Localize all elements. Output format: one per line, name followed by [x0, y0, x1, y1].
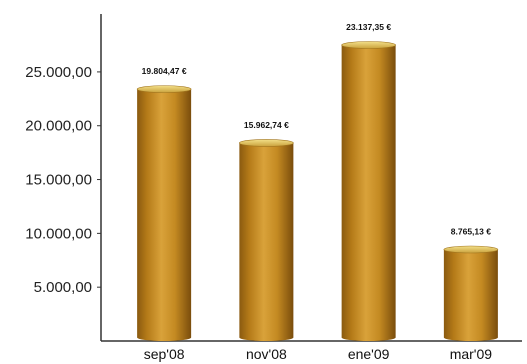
y-tick-label: 25.000,00	[25, 64, 92, 81]
bar-top	[239, 139, 294, 147]
data-label: 23.137,35 €	[346, 22, 391, 32]
bar-top	[341, 41, 396, 49]
bar	[443, 245, 499, 341]
y-tick-label: 5.000,00	[34, 279, 92, 296]
x-tick-label: nov'08	[246, 346, 287, 362]
data-labels: 19.804,47 € 15.962,74 € 23.137,35 € 8.765,1…	[142, 22, 492, 237]
data-label: 8.765,13 €	[451, 227, 491, 237]
bar-body	[137, 89, 192, 341]
bar	[136, 85, 192, 341]
x-labels: sep'08 nov'08 ene'09 mar'09	[144, 346, 493, 362]
x-tick-label: sep'08	[144, 346, 185, 362]
bars	[136, 41, 499, 341]
x-tick-label: mar'09	[450, 346, 493, 362]
bar-top	[136, 85, 192, 93]
bar-top	[443, 245, 499, 254]
bar-body	[239, 142, 294, 341]
y-ticks: 5.000,00 10.000,00 15.000,00 20.000,00 25.00…	[25, 64, 101, 296]
y-tick-label: 20.000,00	[25, 118, 92, 135]
data-label: 15.962,74 €	[244, 120, 289, 130]
data-label: 19.804,47 €	[142, 66, 187, 76]
axes	[100, 14, 522, 342]
x-tick-label: ene'09	[348, 346, 390, 362]
bar-body	[341, 45, 396, 341]
bar	[239, 139, 294, 341]
y-tick-label: 10.000,00	[25, 225, 92, 242]
bar	[341, 41, 396, 341]
bar-body	[443, 249, 498, 341]
y-tick-label: 15.000,00	[25, 172, 92, 189]
